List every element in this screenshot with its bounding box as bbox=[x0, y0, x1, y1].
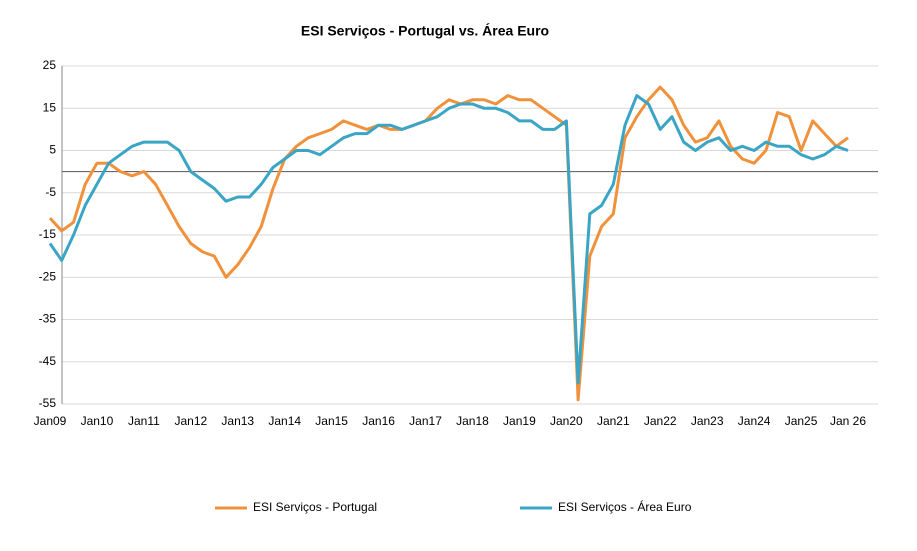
x-tick-label: Jan18 bbox=[456, 414, 489, 428]
x-tick-label: Jan12 bbox=[174, 414, 207, 428]
x-tick-label: Jan20 bbox=[550, 414, 583, 428]
y-tick-label: -45 bbox=[39, 354, 57, 368]
y-tick-label: -15 bbox=[39, 227, 57, 241]
x-tick-label: Jan15 bbox=[315, 414, 348, 428]
legend-label: ESI Serviços - Portugal bbox=[253, 500, 377, 514]
y-tick-label: 5 bbox=[49, 143, 56, 157]
x-tick-label: Jan17 bbox=[409, 414, 442, 428]
x-tick-label: Jan22 bbox=[644, 414, 677, 428]
x-tick-label: Jan19 bbox=[503, 414, 536, 428]
x-tick-label: Jan24 bbox=[738, 414, 771, 428]
y-tick-label: -55 bbox=[39, 396, 57, 410]
y-tick-label: 25 bbox=[43, 58, 57, 72]
x-tick-label: Jan10 bbox=[81, 414, 114, 428]
x-tick-label: Jan09 bbox=[34, 414, 67, 428]
x-tick-label: Jan11 bbox=[128, 414, 160, 428]
series-line bbox=[48, 94, 849, 385]
legend-label: ESI Serviços - Área Euro bbox=[558, 499, 692, 514]
x-tick-label: Jan13 bbox=[221, 414, 254, 428]
series-line bbox=[48, 85, 849, 402]
x-tick-label: Jan23 bbox=[691, 414, 724, 428]
y-tick-label: -25 bbox=[39, 269, 57, 283]
y-tick-label: -35 bbox=[39, 312, 57, 326]
x-tick-label: Jan14 bbox=[268, 414, 301, 428]
x-tick-label: Jan21 bbox=[597, 414, 630, 428]
x-tick-label: Jan 26 bbox=[830, 414, 866, 428]
chart-title: ESI Serviços - Portugal vs. Área Euro bbox=[301, 23, 549, 39]
y-tick-label: -5 bbox=[45, 185, 56, 199]
x-tick-label: Jan16 bbox=[362, 414, 395, 428]
y-tick-label: 15 bbox=[43, 100, 57, 114]
x-tick-label: Jan25 bbox=[785, 414, 818, 428]
